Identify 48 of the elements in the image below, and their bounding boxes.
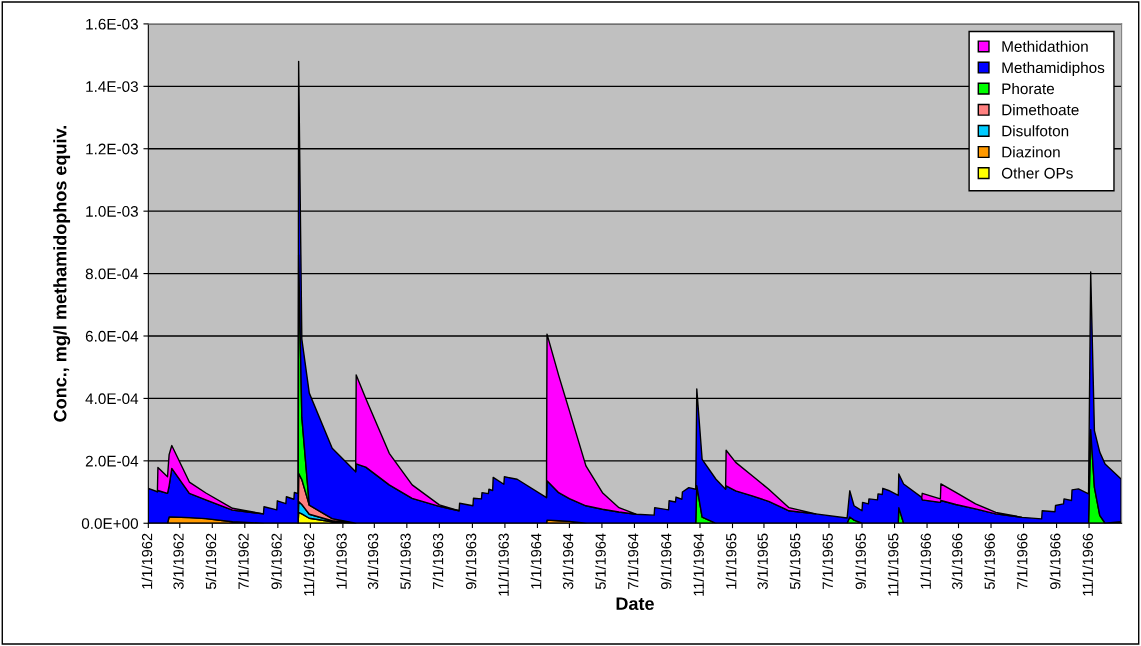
y-tick-label: 1.4E-03: [86, 81, 138, 93]
x-tick-label: 3/1/1966: [951, 533, 963, 590]
y-tick-label: 1.6E-03: [86, 18, 138, 30]
y-tick-label: 8.0E-04: [85, 268, 139, 280]
x-tick-label: 3/1/1963: [367, 533, 379, 590]
x-tick-label: 11/1/1963: [498, 533, 509, 596]
legend-label: Diazinon: [1002, 146, 1060, 158]
y-tick-label: 1.0E-03: [86, 206, 138, 217]
x-tick-label: 5/1/1962: [205, 533, 217, 590]
x-axis-title: Date: [616, 597, 654, 611]
legend-label: Other OPs: [1001, 167, 1073, 179]
y-tick-label: 2.0E-04: [85, 455, 139, 467]
legend-label: Methamidiphos: [1002, 61, 1105, 77]
x-tick-label: 9/1/1965: [855, 533, 866, 590]
x-tick-label: 5/1/1963: [400, 533, 411, 590]
x-tick-label: 9/1/1964: [660, 533, 672, 590]
y-tick-label: 6.0E-04: [85, 330, 139, 342]
y-tick-label: 1.2E-03: [86, 143, 138, 155]
x-tick-label: 3/1/1964: [562, 533, 574, 590]
x-tick-label: 7/1/1966: [1016, 533, 1028, 589]
x-tick-label: 11/1/1962: [303, 533, 315, 596]
x-tick-label: 5/1/1965: [789, 533, 801, 590]
x-tick-label: 7/1/1962: [238, 533, 249, 589]
legend-label: Phorate: [1002, 82, 1055, 95]
legend-label: Dimethoate: [1002, 104, 1079, 116]
y-axis-title: Conc., mg/l methamidophos equiv.: [53, 126, 71, 422]
legend-label: Methidathion: [1002, 40, 1088, 52]
legend-label: Disulfoton: [1002, 125, 1069, 137]
x-tick-label: 11/1/1966: [1082, 533, 1093, 596]
x-tick-label: 9/1/1963: [465, 533, 477, 590]
x-tick-label: 1/1/1966: [920, 533, 931, 589]
x-tick-label: 1/1/1962: [141, 533, 153, 589]
x-tick-label: 7/1/1963: [432, 533, 444, 589]
x-tick-label: 9/1/1966: [1049, 533, 1061, 590]
y-tick-label: 0.0E+00: [81, 518, 139, 529]
y-tick-label: 4.0E-04: [85, 393, 139, 405]
x-tick-label: 3/1/1962: [172, 533, 184, 590]
x-tick-label: 3/1/1965: [757, 533, 768, 590]
x-tick-label: 11/1/1964: [693, 533, 704, 596]
x-tick-label: 9/1/1962: [271, 533, 282, 590]
x-tick-label: 5/1/1964: [595, 533, 606, 590]
x-tick-label: 1/1/1963: [336, 533, 347, 589]
x-tick-label: 5/1/1966: [984, 533, 995, 590]
x-tick-label: 11/1/1965: [887, 533, 899, 596]
x-tick-label: 7/1/1965: [822, 533, 833, 589]
x-tick-label: 1/1/1964: [530, 533, 542, 589]
x-tick-label: 7/1/1964: [627, 533, 639, 589]
x-tick-label: 1/1/1965: [725, 533, 737, 589]
